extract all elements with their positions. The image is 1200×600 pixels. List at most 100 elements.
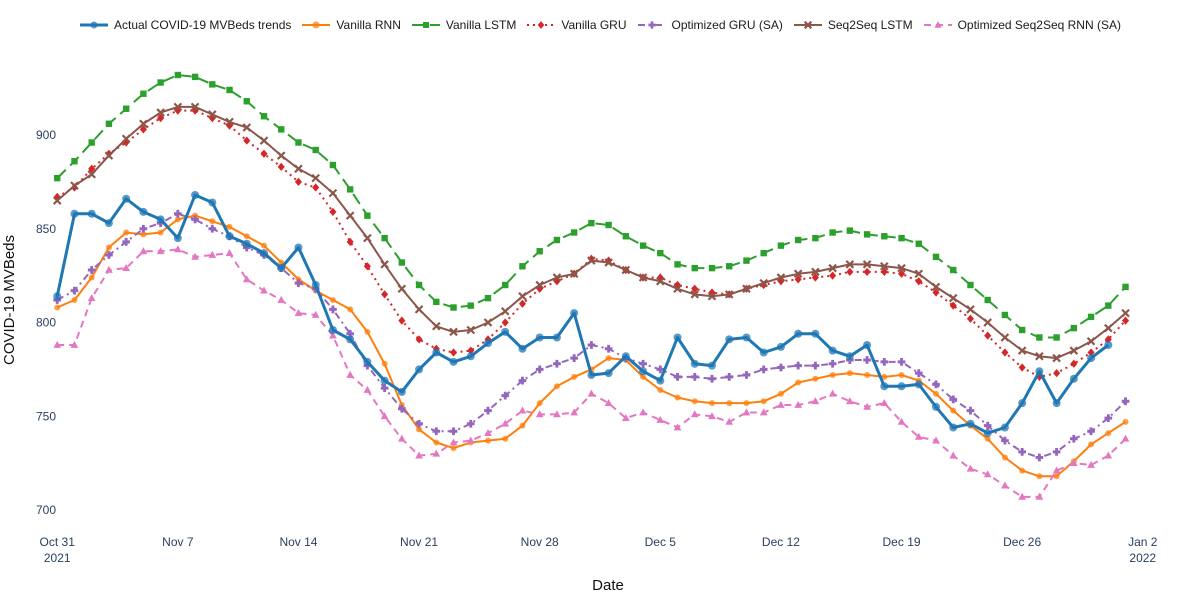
data-point <box>535 410 544 418</box>
data-point <box>742 333 751 342</box>
legend-item-6[interactable]: Seq2Seq LSTM <box>793 18 913 32</box>
data-point <box>398 316 406 325</box>
data-point <box>433 439 440 446</box>
data-point <box>415 451 423 459</box>
data-point <box>535 280 544 290</box>
y-tick-label: 900 <box>36 128 56 142</box>
data-point <box>88 274 95 281</box>
data-point <box>1000 333 1010 342</box>
legend-swatch <box>793 20 822 30</box>
legend-marker <box>803 20 812 30</box>
data-point <box>639 367 648 376</box>
data-point <box>966 314 974 323</box>
data-point <box>639 242 647 249</box>
legend-item-4[interactable]: Vanilla GRU <box>526 18 627 32</box>
legend-item-3[interactable]: Vanilla LSTM <box>411 18 516 32</box>
data-point <box>966 406 975 415</box>
data-point <box>191 215 199 224</box>
data-point <box>346 329 354 338</box>
data-point <box>450 304 457 311</box>
data-point <box>1121 434 1130 442</box>
data-point <box>208 224 217 233</box>
data-point <box>1070 359 1078 368</box>
legend-item-1[interactable]: Actual COVID-19 MVBeds trends <box>79 18 291 32</box>
legend-label: Actual COVID-19 MVBeds trends <box>114 18 292 32</box>
data-point <box>793 269 803 279</box>
data-point <box>225 248 234 257</box>
data-point <box>329 305 337 314</box>
data-point <box>501 419 510 427</box>
data-point <box>673 373 682 381</box>
data-point <box>656 365 665 374</box>
data-point <box>328 188 338 198</box>
data-point <box>71 297 78 303</box>
legend-item-7[interactable]: Optimized Seq2Seq RNN (SA) <box>923 18 1121 32</box>
data-point <box>776 273 786 282</box>
data-point <box>518 291 527 301</box>
data-point <box>931 282 941 292</box>
series-3 <box>54 71 1129 341</box>
data-point <box>777 400 785 408</box>
data-point <box>708 374 716 383</box>
data-point <box>157 229 164 236</box>
data-point <box>863 356 871 364</box>
data-point <box>812 375 819 382</box>
data-point <box>863 402 871 410</box>
x-tick-label: Dec 12 <box>762 535 800 549</box>
data-point <box>277 295 286 303</box>
data-point <box>914 369 923 377</box>
data-point <box>364 328 371 335</box>
legend-item-5[interactable]: Optimized GRU (SA) <box>637 18 783 32</box>
series-4 <box>53 106 1130 382</box>
data-point <box>380 384 389 392</box>
data-point <box>674 280 682 290</box>
data-point <box>587 371 596 379</box>
data-point <box>657 249 664 257</box>
data-point <box>260 249 268 258</box>
data-point <box>967 281 974 289</box>
data-point <box>54 304 61 311</box>
data-point <box>587 389 596 397</box>
data-point <box>260 286 268 294</box>
x-tick-year-label: 2022 <box>1129 551 1156 565</box>
data-point <box>535 365 544 374</box>
data-point <box>898 269 906 278</box>
data-point <box>398 434 406 442</box>
data-point <box>380 376 389 385</box>
data-point <box>346 335 355 344</box>
data-point <box>191 191 200 199</box>
legend-label: Optimized Seq2Seq RNN (SA) <box>957 18 1121 32</box>
data-point <box>1087 427 1095 436</box>
data-point <box>1105 302 1112 309</box>
data-point <box>363 262 371 271</box>
x-tick-label: Dec 5 <box>645 535 677 549</box>
data-point <box>1036 473 1043 480</box>
data-point <box>897 358 906 366</box>
data-point <box>157 79 164 86</box>
data-point <box>948 293 958 303</box>
data-point <box>139 119 148 129</box>
data-point <box>864 372 871 378</box>
data-point <box>708 361 716 370</box>
data-point <box>691 398 698 405</box>
data-point <box>553 236 561 244</box>
data-point <box>88 164 96 173</box>
data-point <box>122 238 130 246</box>
data-point <box>1000 423 1009 432</box>
data-point <box>226 86 233 94</box>
data-point <box>190 102 200 112</box>
legend-item-2[interactable]: Vanilla RNN <box>301 18 401 32</box>
data-point <box>933 390 939 397</box>
data-point <box>519 422 526 429</box>
data-point <box>949 395 958 404</box>
data-point <box>690 410 699 418</box>
data-point <box>380 260 389 269</box>
legend-label: Optimized GRU (SA) <box>671 18 783 32</box>
data-point <box>209 81 216 88</box>
data-point <box>225 232 234 241</box>
data-point <box>1053 473 1060 480</box>
data-point <box>880 398 889 407</box>
data-point <box>1017 346 1027 355</box>
data-point <box>949 301 957 310</box>
data-point <box>1053 334 1060 341</box>
